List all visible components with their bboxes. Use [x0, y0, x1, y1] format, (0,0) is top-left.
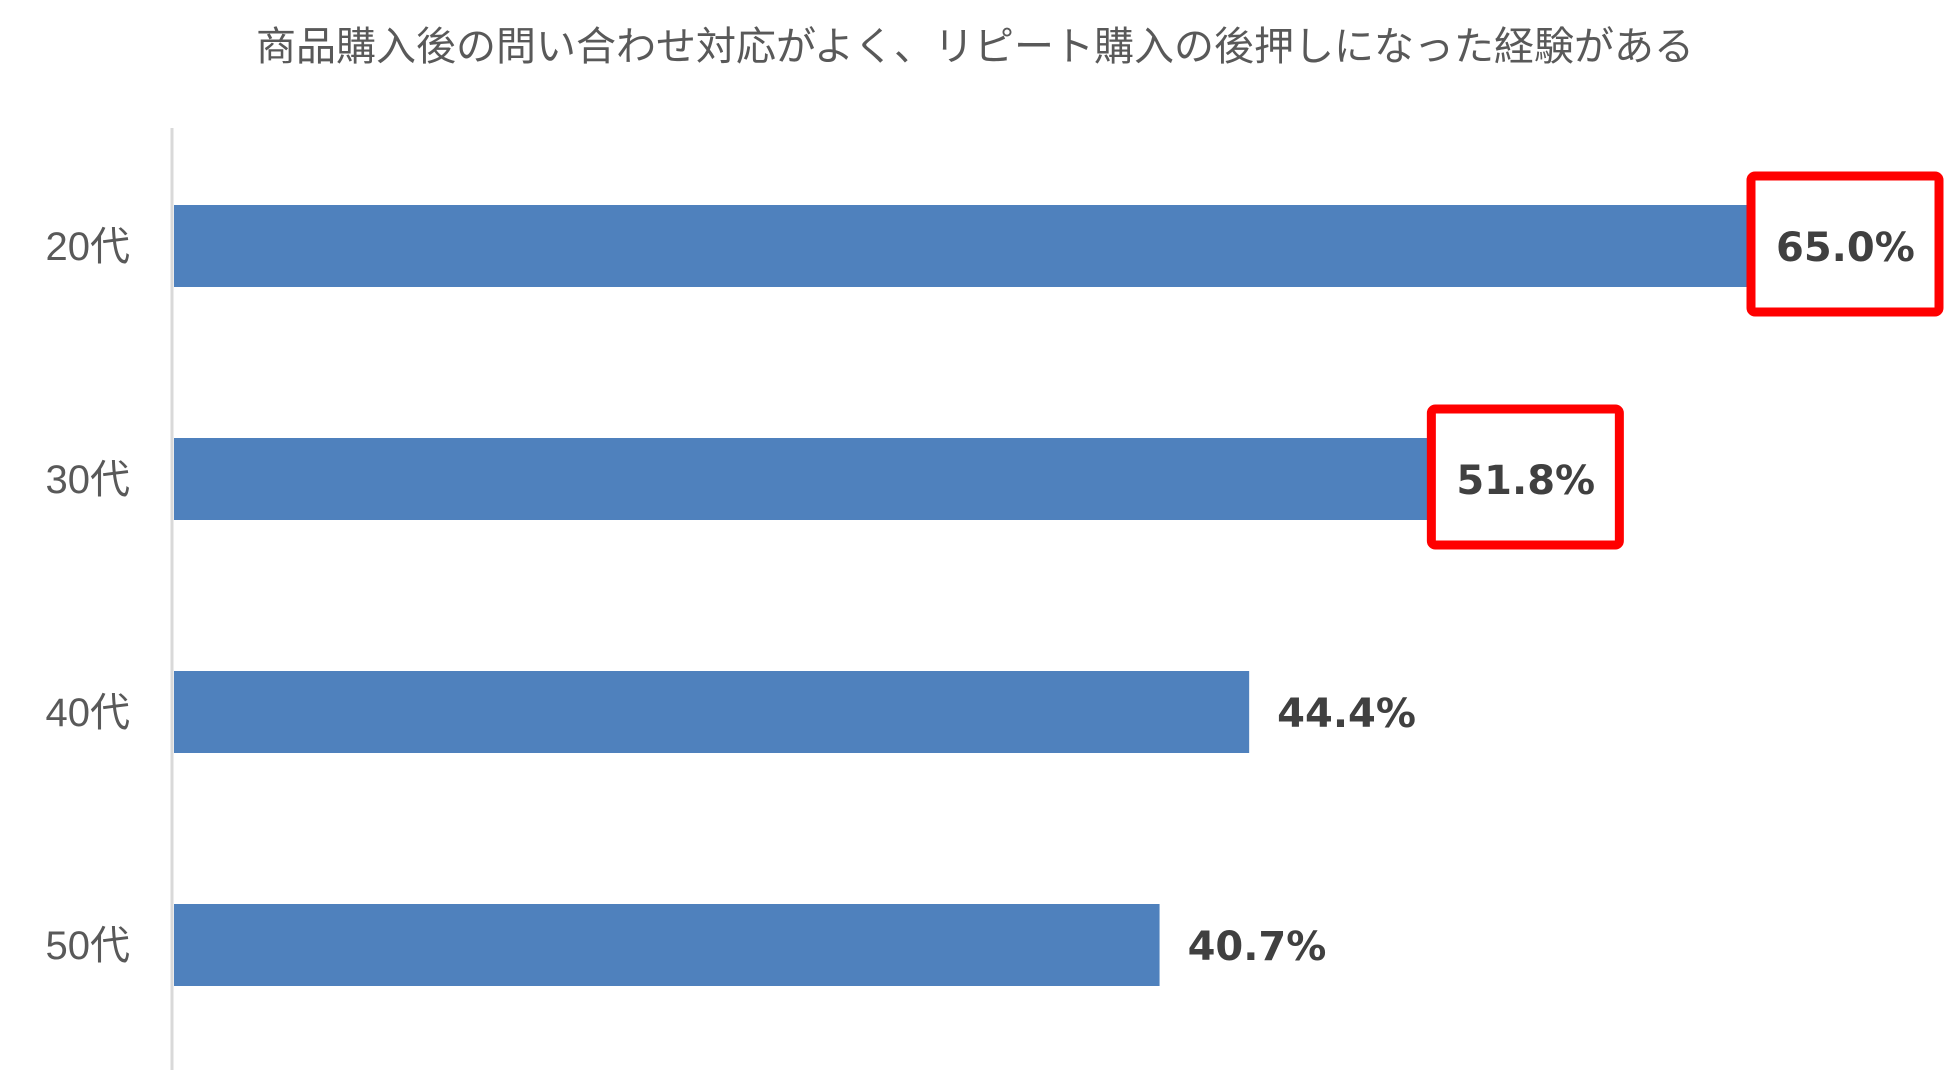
- value-label: 65.0%: [1776, 225, 1915, 271]
- bar: [174, 205, 1748, 287]
- highlight-box: [1746, 171, 1944, 317]
- category-label: 50代: [46, 924, 131, 968]
- value-label: 40.7%: [1188, 924, 1327, 970]
- highlight-box: [1426, 404, 1624, 550]
- category-label: 40代: [46, 691, 131, 735]
- bars-layer: 20代 65.0% 30代 51.8% 40代 44.4% 50代 40.7%: [46, 171, 1944, 986]
- value-label: 44.4%: [1277, 691, 1416, 737]
- bar: [174, 438, 1429, 520]
- bar: [174, 671, 1250, 753]
- category-label: 30代: [46, 458, 131, 502]
- category-label: 20代: [46, 225, 131, 269]
- bar: [174, 904, 1160, 986]
- chart-title: 商品購入後の問い合わせ対応がよく、リピート購入の後押しになった経験がある: [256, 24, 1694, 70]
- value-label: 51.8%: [1456, 458, 1595, 504]
